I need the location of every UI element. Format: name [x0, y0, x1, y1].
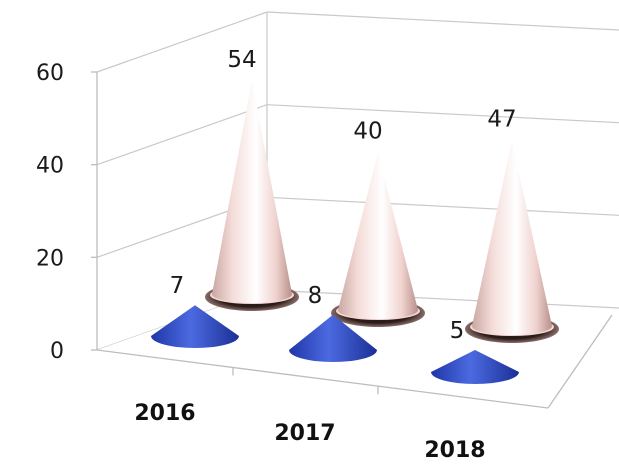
data-label: 47: [487, 107, 516, 133]
y-tick-label: 0: [50, 339, 64, 364]
chart-marks: [151, 80, 559, 384]
gridline-back: [266, 196, 619, 216]
gridline-side: [96, 11, 268, 73]
cone-bar: [338, 152, 418, 319]
cone-bar: [212, 80, 292, 303]
chart-labels: 0 20 40 60 54 40 47 7 8 5 2016 2017 2018: [36, 47, 517, 463]
x-axis-line: [96, 349, 549, 409]
data-label: 40: [353, 119, 382, 145]
cone-bar: [289, 314, 377, 362]
gridline-back: [266, 11, 619, 31]
y-tick-label: 40: [36, 154, 64, 179]
y-tick-label: 60: [36, 61, 64, 86]
data-label: 8: [308, 283, 323, 309]
gridline-back: [266, 289, 619, 309]
depth-axis-line: [547, 314, 613, 409]
data-label: 54: [227, 47, 256, 73]
cone-bar: [472, 140, 552, 335]
x-category-label: 2016: [134, 401, 195, 426]
x-category-label: 2017: [274, 421, 335, 446]
cone-bar: [431, 349, 519, 384]
x-category-label: 2018: [424, 438, 485, 463]
data-label: 7: [170, 273, 185, 299]
gridline-back: [266, 104, 619, 124]
chart-axes: [91, 71, 613, 409]
gridline-side: [96, 104, 268, 166]
y-tick-label: 20: [36, 246, 64, 271]
cone-bar: [151, 305, 239, 348]
data-label: 5: [450, 318, 465, 344]
